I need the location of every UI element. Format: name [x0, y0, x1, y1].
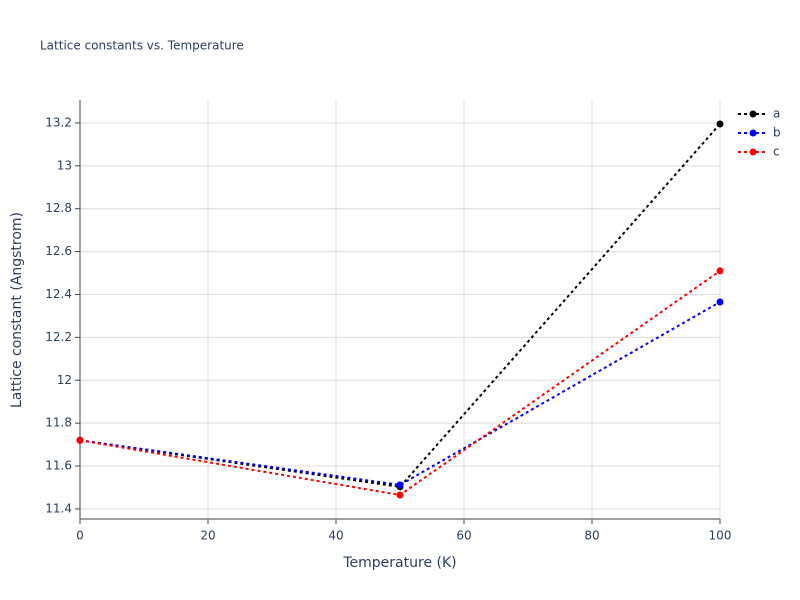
legend-marker	[749, 129, 757, 137]
x-tick-label: 80	[584, 529, 599, 543]
chart-title: Lattice constants vs. Temperature	[40, 39, 244, 53]
legend-marker	[749, 110, 757, 118]
x-tick-label: 40	[328, 529, 343, 543]
point	[716, 267, 724, 275]
point	[396, 481, 404, 489]
legend-marker	[749, 148, 757, 156]
point	[396, 491, 404, 499]
x-tick-label: 0	[76, 529, 84, 543]
legend-label: b	[773, 126, 781, 140]
y-tick-label: 11.4	[45, 501, 72, 515]
x-tick-label: 100	[709, 529, 732, 543]
y-tick-label: 12.6	[45, 244, 72, 258]
y-axis-title: Lattice constant (Angstrom)	[9, 212, 25, 408]
y-tick-label: 13.2	[45, 115, 72, 129]
y-tick-label: 12.8	[45, 201, 72, 215]
y-tick-label: 11.8	[45, 416, 72, 430]
y-tick-label: 12	[57, 373, 72, 387]
point	[76, 436, 84, 444]
y-tick-label: 12.2	[45, 330, 72, 344]
x-tick-label: 60	[456, 529, 471, 543]
series-line	[79, 123, 721, 488]
legend-label: c	[773, 145, 780, 159]
legend-label: a	[773, 107, 780, 121]
series-line	[79, 270, 721, 497]
point	[716, 298, 724, 306]
y-tick-label: 11.6	[45, 459, 72, 473]
y-tick-label: 13	[57, 158, 72, 172]
x-tick-label: 20	[200, 529, 215, 543]
x-axis-title: Temperature (K)	[342, 555, 456, 571]
y-tick-label: 12.4	[45, 287, 72, 301]
point	[716, 120, 724, 128]
